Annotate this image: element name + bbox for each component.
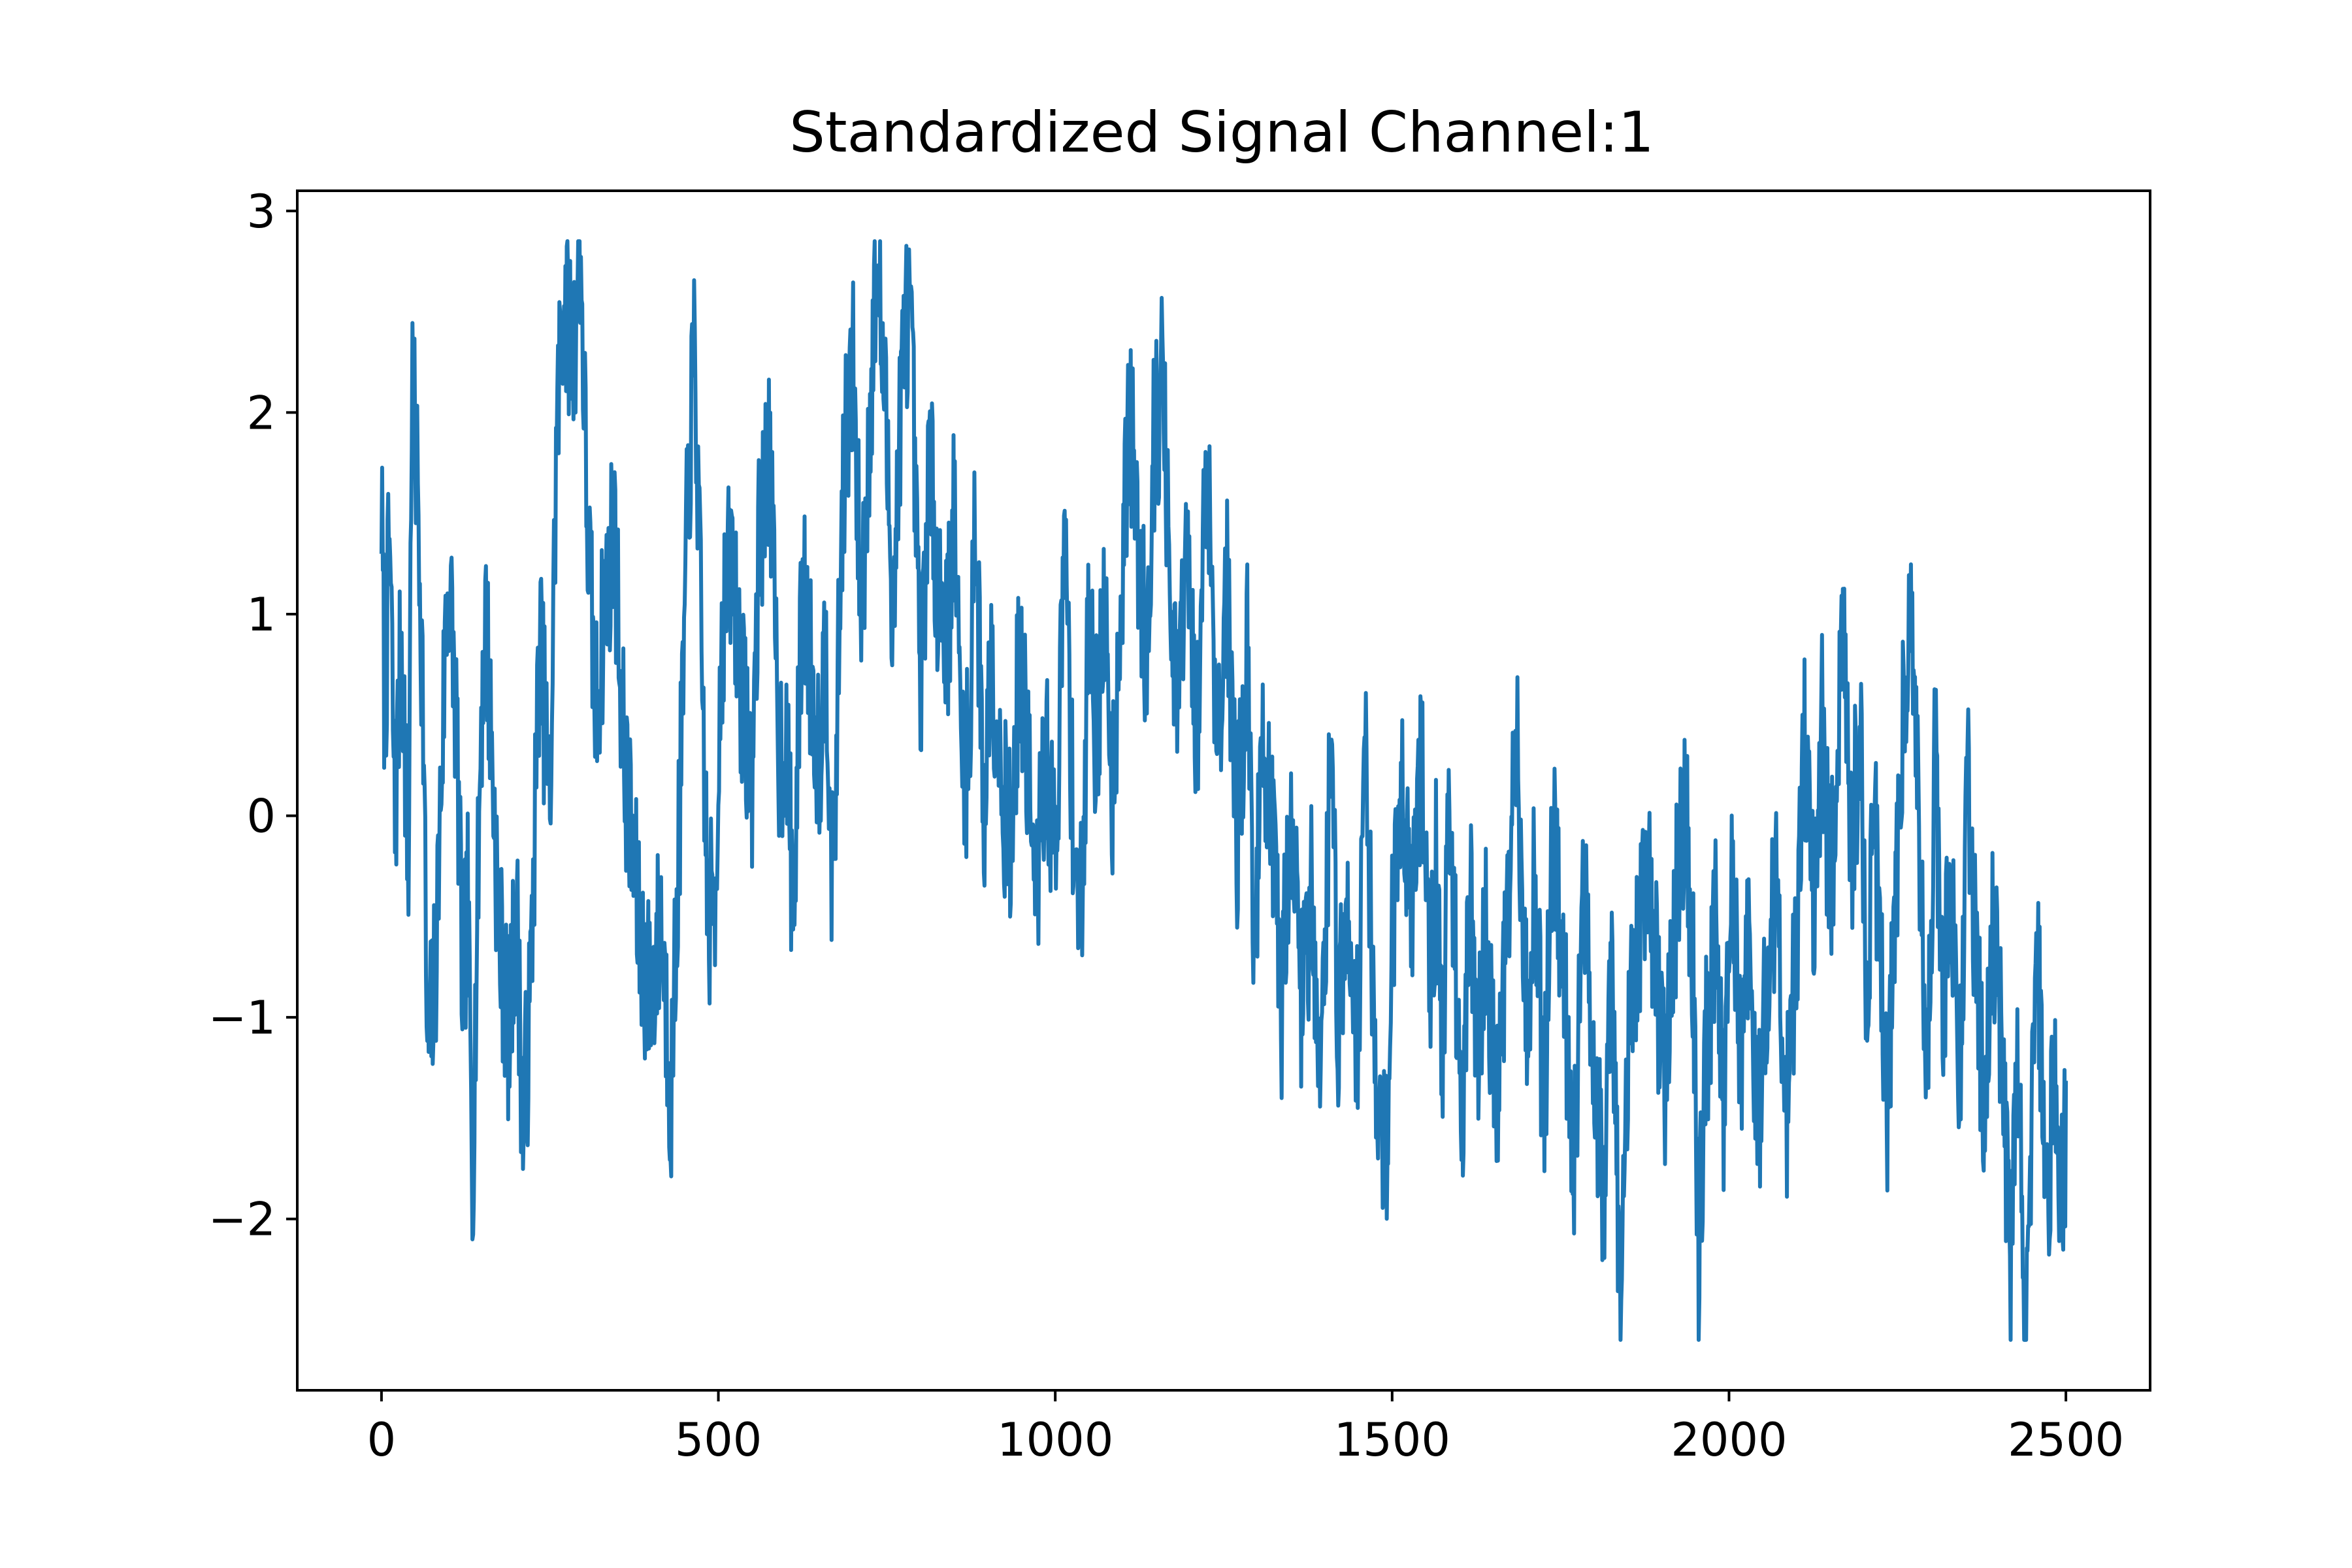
- y-tick-label: −1: [208, 991, 276, 1045]
- y-tick-label: 3: [246, 185, 276, 238]
- y-tick-label: 0: [246, 790, 276, 843]
- y-tick-label: 1: [246, 588, 276, 642]
- plot-area: [379, 239, 2068, 1342]
- x-tick-label: 2500: [2008, 1413, 2124, 1467]
- x-tick-label: 0: [367, 1413, 397, 1467]
- x-tick-label: 2000: [1671, 1413, 1787, 1467]
- y-tick-label: 2: [246, 386, 276, 440]
- x-tick-label: 500: [675, 1413, 762, 1467]
- x-axis: 0 500 1000 1500 2000 2500: [367, 1390, 2124, 1467]
- y-tick-label: −2: [208, 1193, 276, 1247]
- signal-series-line: [379, 239, 2068, 1342]
- x-tick-label: 1500: [1334, 1413, 1450, 1467]
- axes-frame: [296, 189, 2151, 1392]
- x-tick-label: 1000: [997, 1413, 1113, 1467]
- y-axis: −2 −1 0 1 2 3: [208, 185, 297, 1247]
- chart-title: Standardized Signal Channel:1: [789, 100, 1654, 165]
